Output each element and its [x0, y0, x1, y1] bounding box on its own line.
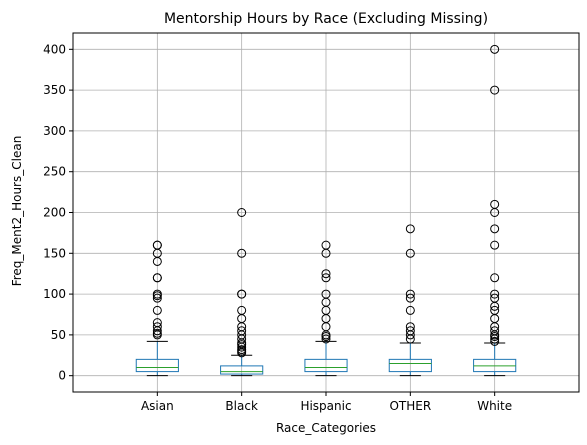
box-group-white	[473, 44, 517, 377]
outlier-point	[237, 248, 247, 258]
outlier-point	[490, 289, 500, 299]
axes-layer: 0 50 100 150 200 250 300 350 400 Asian Black Hispan…	[43, 32, 580, 413]
outlier-point	[237, 289, 247, 299]
outlier-point	[490, 273, 500, 283]
outlier-point	[490, 240, 500, 250]
outlier-point	[405, 248, 415, 258]
chart-title: Mentorship Hours by Race (Excluding Miss…	[164, 11, 488, 27]
y-tick-label: 0	[58, 369, 66, 383]
y-axis-label: Freq_Ment2_Hours_Clean	[10, 136, 24, 287]
outlier-point	[152, 305, 162, 315]
outlier-point	[321, 269, 331, 279]
iqr-box	[304, 358, 348, 373]
grid-layer	[73, 33, 579, 392]
outlier-point	[321, 289, 331, 299]
y-tick-label: 400	[43, 42, 66, 56]
outlier-point	[405, 224, 415, 234]
outlier-point	[490, 224, 500, 234]
y-tick-label: 250	[43, 165, 66, 179]
outlier-point	[405, 326, 415, 336]
box-group-asian	[135, 240, 179, 377]
outlier-point	[405, 322, 415, 332]
x-tick-label: Black	[225, 399, 258, 413]
iqr-box	[388, 358, 432, 373]
outlier-point	[152, 322, 162, 332]
iqr-box	[135, 358, 179, 373]
outlier-point	[152, 289, 162, 299]
y-tick-label: 100	[43, 287, 66, 301]
outlier-point	[152, 328, 162, 338]
x-tick-label: White	[477, 399, 512, 413]
outlier-point	[237, 305, 247, 315]
outlier-point	[152, 240, 162, 250]
y-tick-label: 50	[51, 328, 66, 342]
x-tick-label: OTHER	[389, 399, 431, 413]
outlier-point	[490, 293, 500, 303]
outlier-point	[237, 208, 247, 217]
outlier-point	[152, 293, 162, 303]
outlier-point	[490, 305, 500, 315]
y-tick-label: 150	[43, 246, 66, 260]
x-tick-label: Asian	[141, 399, 174, 413]
box-group-black	[220, 208, 264, 377]
outlier-point	[321, 240, 331, 250]
outlier-point	[321, 273, 331, 283]
y-tick-label: 200	[43, 206, 66, 220]
outlier-point	[405, 289, 415, 299]
boxes-layer	[135, 44, 517, 377]
box-group-hispanic	[304, 240, 348, 377]
outlier-point	[237, 345, 247, 355]
outlier-point	[405, 305, 415, 315]
box-group-other	[388, 224, 432, 377]
outlier-point	[490, 85, 500, 95]
outlier-point	[237, 326, 247, 336]
y-tick-label: 300	[43, 124, 66, 138]
outlier-point	[152, 273, 162, 283]
outlier-point	[490, 336, 500, 346]
x-axis-label: Race_Categories	[276, 421, 376, 435]
y-tick-label: 350	[43, 83, 66, 97]
outlier-point	[321, 334, 331, 344]
iqr-box	[220, 365, 264, 375]
outlier-point	[490, 44, 500, 54]
outlier-point	[490, 199, 500, 209]
outlier-point	[405, 293, 415, 303]
x-tick-label: Hispanic	[300, 399, 351, 413]
outlier-point	[152, 318, 162, 328]
outlier-point	[490, 326, 500, 336]
